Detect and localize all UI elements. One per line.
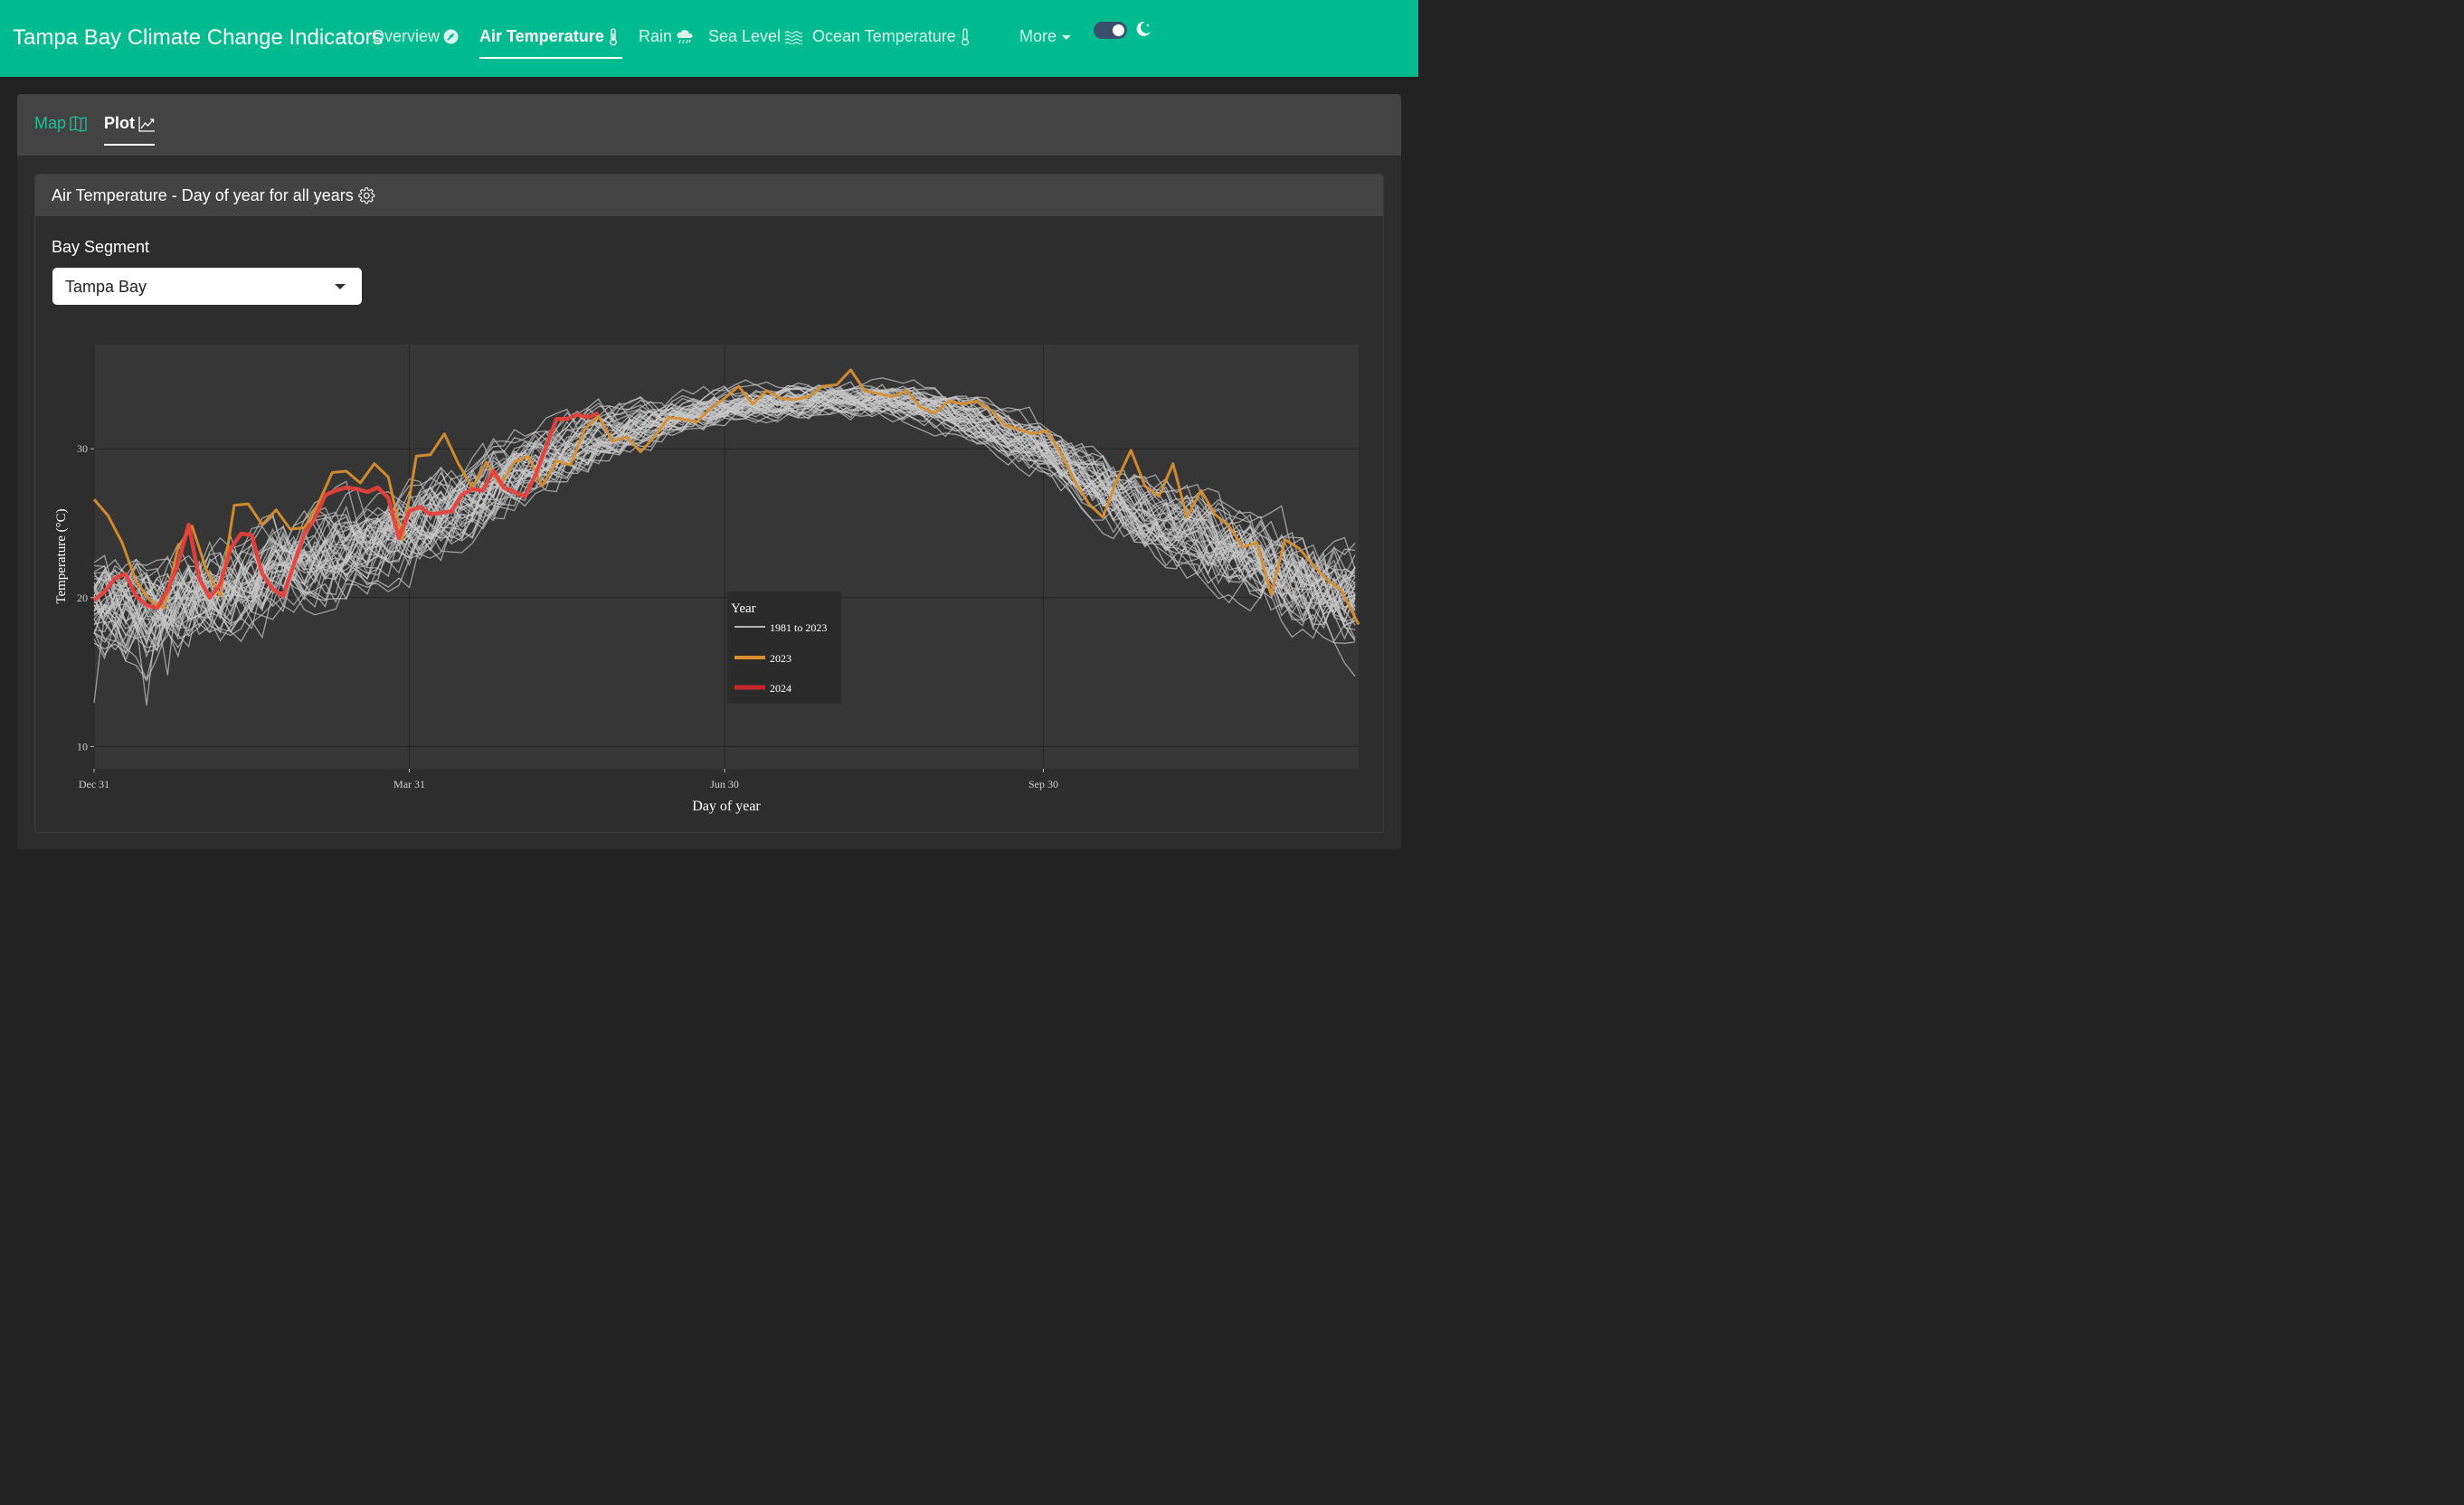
plot-card: Air Temperature - Day of year for all ye… — [34, 174, 1384, 833]
gear-icon[interactable] — [358, 187, 375, 204]
nav-overview-label: Overview — [372, 27, 441, 45]
navbar: Tampa Bay Climate Change Indicators Over… — [0, 0, 1418, 77]
tab-map[interactable]: Map — [34, 114, 87, 133]
tab-plot[interactable]: Plot — [104, 114, 156, 133]
nav-ocean-temperature[interactable]: Ocean Temperature — [812, 27, 971, 46]
bay-segment-label: Bay Segment — [52, 238, 150, 256]
nav-more-label: More — [1019, 27, 1057, 45]
nav-overview[interactable]: Overview — [372, 27, 459, 46]
app-title[interactable]: Tampa Bay Climate Change Indicators — [13, 25, 384, 50]
plot-card-header: Air Temperature - Day of year for all ye… — [35, 175, 1383, 216]
nav-more-dropdown[interactable]: More — [1019, 27, 1073, 46]
nav-sea-level-label: Sea Level — [708, 27, 782, 45]
cloud-rain-icon — [677, 29, 693, 43]
chart-line-icon — [138, 116, 155, 132]
moon-icon[interactable] — [1134, 20, 1152, 38]
plot-card-title-text: Air Temperature - Day of year for all ye… — [52, 186, 354, 204]
active-nav-indicator — [479, 57, 622, 59]
water-icon — [784, 30, 803, 44]
caret-down-icon — [1062, 34, 1072, 40]
plot-card-title: Air Temperature - Day of year for all ye… — [52, 186, 375, 205]
dark-mode-toggle[interactable] — [1094, 22, 1127, 39]
tab-plot-label: Plot — [104, 114, 135, 132]
nav-sea-level[interactable]: Sea Level — [708, 27, 803, 46]
map-icon — [70, 115, 87, 132]
leaf-icon — [443, 29, 459, 44]
nav-ocean-temperature-label: Ocean Temperature — [812, 27, 956, 45]
nav-air-temperature-label: Air Temperature — [479, 27, 604, 45]
thermometer-icon — [609, 27, 617, 45]
tab-header: Map Plot — [17, 94, 1401, 156]
bay-segment-select-value: Tampa Bay — [65, 278, 147, 296]
nav-rain-label: Rain — [639, 27, 673, 45]
caret-down-icon — [335, 284, 346, 289]
toggle-knob — [1113, 24, 1124, 36]
tab-map-label: Map — [34, 114, 67, 132]
nav-air-temperature[interactable]: Air Temperature — [479, 27, 619, 46]
active-tab-indicator — [104, 144, 155, 146]
nav-rain[interactable]: Rain — [639, 27, 694, 46]
bay-segment-select[interactable]: Tampa Bay — [52, 268, 362, 305]
thermometer-icon — [961, 27, 969, 45]
outer-card: Map Plot Air Temperature - Day of year f… — [17, 94, 1401, 849]
